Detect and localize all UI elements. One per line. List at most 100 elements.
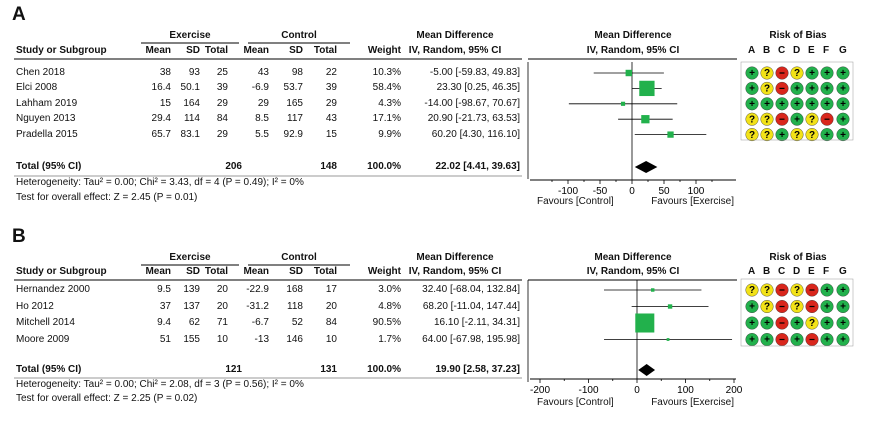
x-tick-label: 0 bbox=[629, 186, 635, 197]
panel-label: A bbox=[12, 4, 26, 25]
favours-control: Favours [Control] bbox=[537, 397, 614, 408]
cell-exercise-total: 20 bbox=[216, 284, 228, 295]
cell-exercise-sd: 155 bbox=[183, 333, 200, 345]
rob-symbol: ? bbox=[764, 84, 770, 95]
rob-dot bbox=[820, 66, 834, 80]
rob-symbol: + bbox=[824, 84, 830, 95]
cell-exercise-mean: 51 bbox=[159, 333, 171, 345]
cell-control-sd: 165 bbox=[286, 97, 303, 109]
effect-square bbox=[650, 288, 655, 292]
rob-domain-e: E bbox=[808, 45, 815, 56]
rob-dot bbox=[760, 112, 774, 126]
rob-dot bbox=[805, 112, 819, 126]
rob-dot bbox=[820, 81, 834, 95]
cell-control-mean: -31.2 bbox=[246, 300, 269, 312]
rob-symbol: ? bbox=[749, 285, 755, 296]
rob-dot bbox=[805, 66, 819, 80]
header-weight: Weight bbox=[367, 266, 401, 277]
rob-symbol: + bbox=[794, 84, 800, 95]
header-plot-mean-difference: Mean Difference bbox=[594, 252, 672, 263]
cell-exercise-sd: 93 bbox=[188, 67, 200, 78]
rob-dot bbox=[775, 128, 789, 142]
x-tick-label: 100 bbox=[677, 385, 694, 396]
rob-symbol: + bbox=[840, 302, 846, 313]
cell-exercise-sd: 83.1 bbox=[180, 128, 200, 140]
cell-control-sd: 118 bbox=[287, 300, 303, 312]
header-sd-exercise: SD bbox=[186, 45, 200, 56]
header-sd-control: SD bbox=[289, 266, 303, 277]
cell-exercise-mean: 16.4 bbox=[151, 82, 171, 94]
header-mean-control: Mean bbox=[243, 266, 269, 277]
cell-mean-difference-ci: 20.90 [-21.73, 63.53] bbox=[427, 113, 520, 125]
header-control: Control bbox=[281, 30, 317, 41]
overall-effect: Test for overall effect: Z = 2.45 (P = 0… bbox=[16, 192, 198, 203]
study-name: Nguyen 2013 bbox=[16, 113, 76, 125]
rob-symbol: + bbox=[764, 318, 770, 329]
rob-symbol: + bbox=[840, 130, 846, 141]
cell-control-sd: 146 bbox=[286, 333, 303, 345]
cell-exercise-total: 20 bbox=[216, 300, 228, 312]
rob-dot bbox=[820, 300, 834, 314]
header-weight: Weight bbox=[367, 45, 401, 56]
effect-square bbox=[667, 131, 674, 138]
total-ci: 22.02 [4.41, 39.63] bbox=[435, 161, 520, 172]
rob-dot bbox=[745, 316, 759, 330]
rob-frame bbox=[740, 278, 854, 347]
rob-symbol: + bbox=[779, 130, 785, 141]
cell-exercise-mean: 15 bbox=[159, 97, 171, 109]
overall-effect: Test for overall effect: Z = 2.25 (P = 0… bbox=[16, 393, 198, 404]
rob-symbol: + bbox=[824, 318, 830, 329]
header-mean-exercise: Mean bbox=[145, 45, 171, 56]
rob-symbol: ? bbox=[749, 114, 755, 125]
cell-control-total: 39 bbox=[325, 82, 337, 94]
x-tick-label: -50 bbox=[593, 186, 608, 197]
rob-frame bbox=[740, 61, 854, 141]
header-risk-of-bias: Risk of Bias bbox=[769, 252, 827, 263]
cell-exercise-sd: 50.1 bbox=[180, 82, 200, 94]
cell-weight: 4.8% bbox=[378, 300, 401, 312]
cell-control-mean: 5.5 bbox=[255, 128, 269, 140]
rob-dot bbox=[836, 66, 850, 80]
rob-dot bbox=[745, 283, 759, 297]
rob-dot bbox=[760, 97, 774, 111]
effect-square bbox=[667, 304, 673, 309]
rob-dot bbox=[805, 128, 819, 142]
rob-symbol: + bbox=[824, 302, 830, 313]
cell-control-total: 29 bbox=[325, 97, 337, 109]
rob-symbol: + bbox=[749, 318, 755, 329]
cell-control-mean: 8.5 bbox=[255, 113, 269, 125]
rob-symbol: ? bbox=[764, 68, 770, 79]
rob-symbol: + bbox=[824, 99, 830, 110]
cell-weight: 90.5% bbox=[372, 317, 401, 328]
rob-symbol: + bbox=[764, 99, 770, 110]
rob-domain-b: B bbox=[763, 266, 771, 277]
total-weight: 100.0% bbox=[367, 364, 401, 375]
rob-dot bbox=[836, 97, 850, 111]
rob-symbol: + bbox=[840, 84, 846, 95]
cell-control-total: 22 bbox=[325, 67, 337, 78]
rob-symbol: + bbox=[809, 99, 815, 110]
total-exercise: 206 bbox=[225, 161, 242, 172]
header-method: IV, Random, 95% CI bbox=[408, 45, 502, 56]
rob-dot bbox=[790, 112, 804, 126]
header-total-control: Total bbox=[313, 45, 337, 56]
effect-square bbox=[625, 69, 633, 77]
rob-symbol: + bbox=[840, 68, 846, 79]
rob-symbol: ? bbox=[764, 114, 770, 125]
rob-domain-g: G bbox=[839, 266, 847, 277]
cell-exercise-total: 71 bbox=[216, 317, 228, 328]
cell-exercise-mean: 65.7 bbox=[151, 128, 171, 140]
cell-mean-difference-ci: 64.00 [-67.98, 195.98] bbox=[422, 333, 520, 345]
rob-domain-f: F bbox=[823, 266, 830, 277]
cell-mean-difference-ci: 68.20 [-11.04, 147.44] bbox=[422, 300, 520, 312]
cell-exercise-mean: 29.4 bbox=[151, 113, 171, 125]
favours-exercise: Favours [Exercise] bbox=[651, 196, 734, 207]
cell-control-mean: -22.9 bbox=[246, 284, 269, 295]
header-mean-difference: Mean Difference bbox=[416, 30, 494, 41]
cell-exercise-sd: 137 bbox=[183, 300, 200, 312]
rob-symbol: + bbox=[824, 335, 830, 346]
cell-exercise-total: 10 bbox=[216, 333, 228, 345]
rob-dot bbox=[805, 81, 819, 95]
rob-symbol: ? bbox=[794, 285, 800, 296]
